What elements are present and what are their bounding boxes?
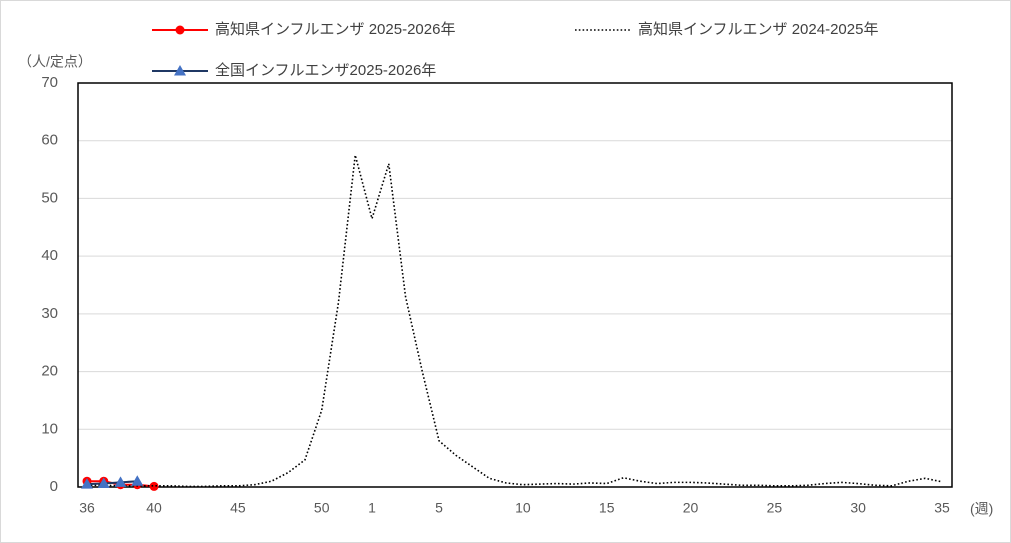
line — [86, 480, 138, 486]
legend-label: 全国インフルエンザ2025-2026年 — [215, 61, 436, 79]
x-tick-label: 20 — [683, 500, 699, 516]
x-tick-label: 5 — [435, 500, 443, 516]
point — [81, 478, 93, 489]
point — [131, 475, 144, 486]
y-axis-label: （人/定点） — [18, 54, 92, 70]
x-tick-label: 1 — [368, 500, 376, 516]
y-tick-label: 60 — [41, 132, 58, 149]
y-tick-label: 70 — [41, 74, 58, 91]
y-tick-label: 40 — [41, 247, 58, 264]
x-tick-label: 15 — [599, 500, 615, 516]
point — [149, 481, 159, 491]
legend-marker — [175, 25, 185, 35]
legend-label: 高知県インフルエンザ 2025-2026年 — [215, 21, 455, 38]
legend-label: 高知県インフルエンザ 2024-2025年 — [638, 21, 878, 38]
legend-marker — [174, 65, 186, 76]
x-tick-label: 10 — [515, 500, 531, 516]
y-tick-label: 30 — [41, 305, 58, 322]
x-tick-label: 30 — [850, 500, 866, 516]
x-tick-label: 50 — [314, 500, 330, 516]
y-tick-label: 50 — [41, 189, 58, 206]
x-tick-label: 40 — [146, 500, 162, 516]
plot-frame — [77, 82, 953, 488]
y-tick-label: 10 — [41, 420, 58, 437]
x-tick-label: 25 — [767, 500, 783, 516]
y-tick-label: 20 — [41, 363, 58, 380]
x-axis-label: (週) — [970, 501, 993, 517]
point — [114, 476, 127, 487]
x-tick-label: 45 — [230, 500, 246, 516]
point — [97, 477, 110, 489]
x-tick-label: 35 — [934, 500, 950, 516]
x-tick-label: 36 — [79, 500, 95, 516]
y-tick-label: 0 — [50, 478, 58, 495]
